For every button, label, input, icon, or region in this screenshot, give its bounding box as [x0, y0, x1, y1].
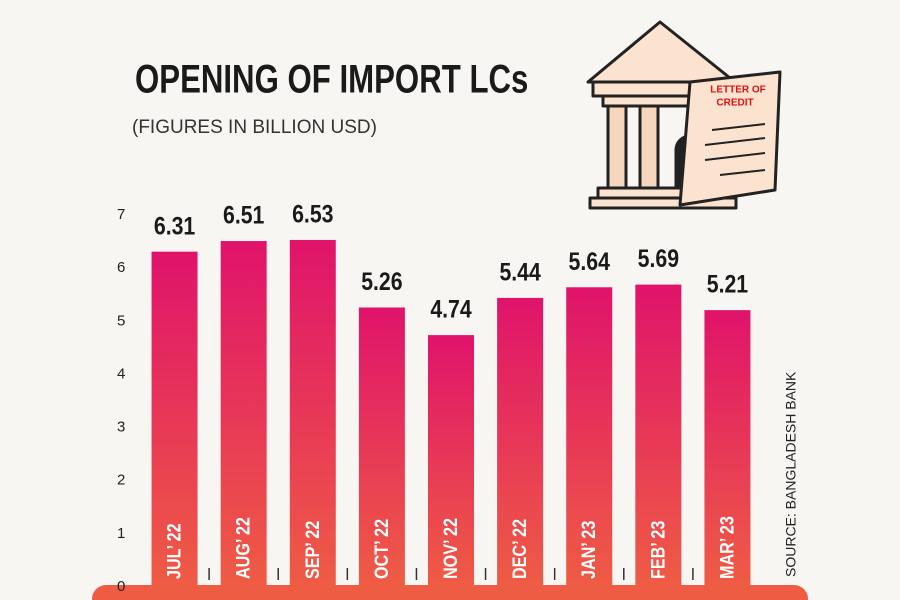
bar [635, 284, 682, 587]
y-tick-label: 6 [117, 259, 125, 276]
x-label-group: MAR’ 23 [716, 516, 738, 579]
x-tick-label: MAR’ 23 [716, 516, 738, 579]
value-label-group: 5.44 [499, 258, 540, 286]
illustration-text: CREDIT [716, 98, 753, 109]
x-tick-label: DEC’ 22 [509, 519, 531, 579]
x-tick-label: FEB’ 23 [647, 520, 669, 579]
chart-title: OPENING OF IMPORT LCs [135, 57, 528, 102]
source-group: SOURCE: BANGLADESH BANK [783, 371, 799, 577]
value-label: 5.64 [569, 247, 610, 275]
bar [428, 335, 474, 587]
value-label: 5.21 [707, 270, 748, 298]
bar [220, 241, 267, 588]
value-label: 6.51 [223, 201, 264, 229]
bar [151, 251, 198, 587]
x-tick-label: NOV’ 22 [440, 518, 462, 579]
value-label-group: 5.64 [569, 247, 610, 275]
bar [566, 287, 613, 587]
bar [289, 239, 336, 587]
x-label-group: AUG’ 22 [232, 517, 254, 579]
value-label: 5.69 [638, 245, 679, 273]
source: SOURCE: BANGLADESH BANK [783, 371, 799, 577]
x-label-group: OCT’ 22 [371, 519, 393, 579]
value-label-group: 5.21 [707, 270, 748, 298]
x-tick-label: OCT’ 22 [371, 519, 393, 579]
x-tick-label: JUL’ 22 [163, 523, 185, 579]
x-label-group: SEP’ 22 [302, 520, 324, 579]
chart-subtitle: (FIGURES IN BILLION USD) [132, 117, 377, 138]
x-label-group: FEB’ 23 [647, 520, 669, 579]
y-tick-label: 4 [117, 365, 125, 382]
value-label-group: 6.53 [292, 200, 333, 228]
y-tick-label: 2 [117, 472, 125, 489]
base-band [92, 585, 808, 600]
value-label: 6.53 [292, 200, 333, 228]
x-tick-label: SEP’ 22 [302, 520, 324, 579]
value-label-group: 4.74 [430, 295, 471, 323]
bar [497, 297, 544, 587]
bar [358, 307, 405, 587]
value-label: 5.26 [361, 267, 402, 295]
illustration-text: LETTER OF [710, 85, 766, 96]
x-label-group: JUL’ 22 [163, 523, 185, 579]
x-tick-label: AUG’ 22 [232, 517, 254, 579]
value-label: 6.31 [154, 212, 195, 240]
x-label-group: JAN’ 23 [578, 520, 600, 579]
title-group: OPENING OF IMPORT LCs [135, 57, 528, 102]
y-tick-label: 3 [117, 419, 125, 436]
y-tick-label: 5 [117, 312, 125, 329]
value-label-group: 6.51 [223, 201, 264, 229]
bank-illustration [586, 20, 782, 210]
value-label: 5.44 [499, 258, 540, 286]
value-label-group: 5.26 [361, 267, 402, 295]
x-label-group: NOV’ 22 [440, 518, 462, 579]
value-label-group: 6.31 [154, 212, 195, 240]
value-label-group: 5.69 [638, 245, 679, 273]
value-label: 4.74 [430, 295, 471, 323]
x-label-group: DEC’ 22 [509, 519, 531, 579]
y-tick-label: 7 [117, 206, 125, 223]
x-tick-label: JAN’ 23 [578, 520, 600, 579]
y-tick-label: 0 [117, 578, 125, 595]
y-tick-label: 1 [117, 525, 125, 542]
bar [704, 310, 751, 587]
